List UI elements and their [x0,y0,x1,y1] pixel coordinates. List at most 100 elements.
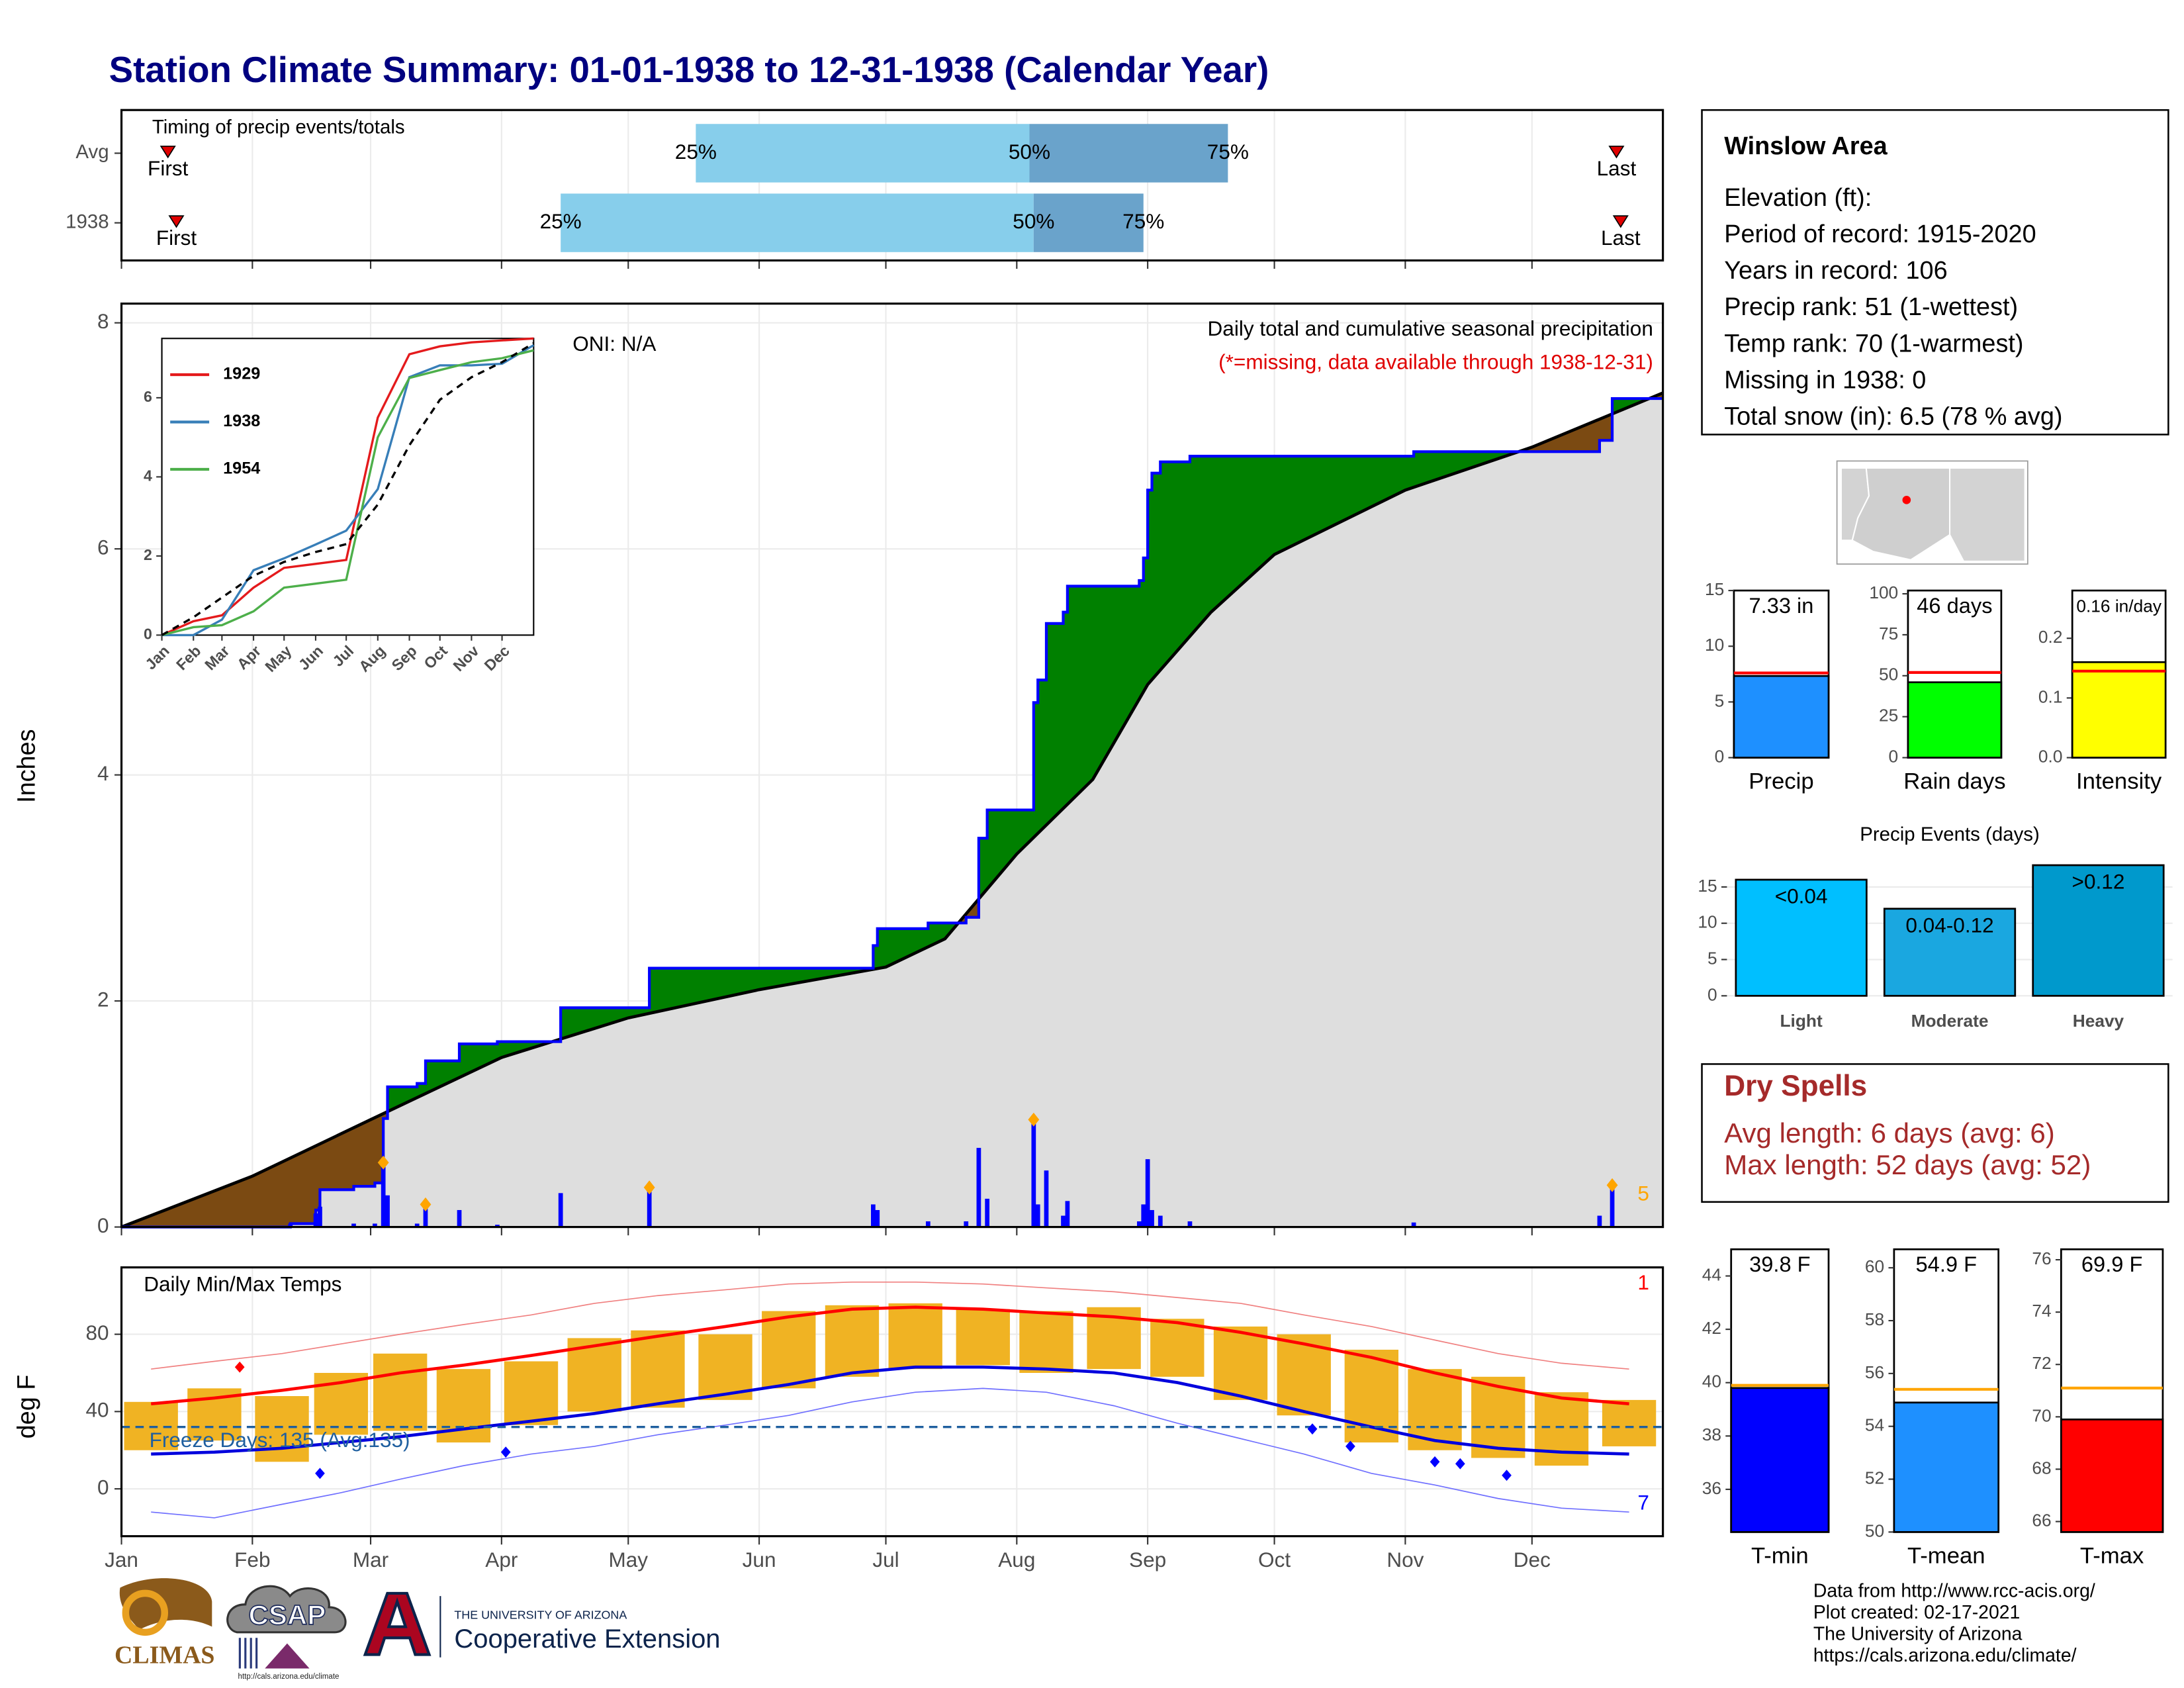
map-state [1948,467,2026,562]
csap-text: CSAP [248,1599,326,1630]
daily-precip-bar [1187,1221,1193,1227]
dry-spells-title: Dry Spells [1724,1070,1867,1102]
daily-precip-bar [1137,1221,1142,1227]
timing-pct-label: 75% [1207,140,1249,164]
info-line: Missing in 1938: 0 [1724,366,1926,394]
timing-marker-label: First [156,226,197,250]
chart-subtitle: Daily total and cumulative seasonal prec… [1208,316,1653,340]
y-tick-label: 54 [1865,1415,1884,1435]
y-tick-label: 40 [1702,1372,1721,1391]
range-label: 0.04-0.12 [1905,913,1993,937]
daily-precip-bar [385,1195,390,1227]
y-tick-label: 4 [144,467,152,485]
daily-precip-bar [1597,1215,1602,1227]
record-marker [234,1361,245,1373]
daily-precip-bar [1145,1159,1150,1227]
x-tick-label: Nov [1387,1548,1424,1571]
category-label: Intensity [2076,769,2162,794]
chart-note: (*=missing, data available through 1938-… [1218,350,1653,373]
y-tick-label: 52 [1865,1468,1884,1487]
daily-precip-bar [318,1206,322,1227]
timing-marker-label: Last [1601,226,1641,250]
x-tick-label: Jan [105,1548,138,1571]
x-tick-label: Moderate [1911,1011,1989,1031]
x-tick-label: Dec [1514,1548,1551,1571]
value-label: 54.9 F [1916,1252,1977,1276]
x-tick-label: Aug [998,1548,1035,1571]
daily-precip-bar [1150,1209,1154,1227]
y-tick-label: 50 [1879,665,1898,684]
dry-spells-box [1701,1063,2169,1203]
event-bar [1735,878,1868,997]
daily-precip-bar [313,1213,318,1227]
record-marker [1307,1423,1318,1435]
y-tick-label: 68 [2032,1458,2051,1477]
legend-label: 1929 [223,365,260,383]
inset-line [161,337,534,636]
x-tick-label: Oct [1258,1548,1291,1571]
timing-pct-label: 25% [540,209,582,233]
y-tick-label: 2 [144,546,152,563]
y-tick-label: 0.0 [2038,746,2063,766]
y-tick-label: 2 [97,987,109,1011]
y-tick-label: 44 [1702,1264,1721,1284]
dry-spells-line: Avg length: 6 days (avg: 6) [1724,1117,2055,1149]
csap-stripes [238,1638,258,1669]
y-tick-label: 66 [2032,1510,2051,1530]
value-label: 39.8 F [1749,1252,1810,1276]
legend-label: 1954 [223,459,260,478]
range-label: <0.04 [1775,884,1828,908]
daily-precip-bar [373,1223,377,1227]
arizona-logo [363,1591,432,1656]
observed-temp-bar [504,1361,559,1425]
y-tick-label: 40 [86,1398,109,1422]
category-label: Precip [1749,769,1813,794]
y-tick-label: 60 [1865,1256,1884,1276]
normal-max-line [150,1305,1629,1406]
x-tick-label: Heavy [2073,1011,2124,1031]
observed-temp-bar [1534,1392,1589,1466]
y-tick-label: 0.2 [2038,627,2063,647]
observed-temp-bar [567,1338,621,1412]
inset-area [161,338,535,636]
inset-line [161,344,535,637]
daily-precip-bar [414,1223,420,1227]
observed-temp-bar [762,1311,816,1389]
record-marker [1455,1458,1465,1470]
y-tick-label: 72 [2032,1353,2051,1373]
category-label: T-mean [1907,1543,1985,1568]
y-tick-label: 10 [1705,635,1724,655]
x-tick-label: May [608,1548,648,1571]
daily-precip-bar [1411,1222,1416,1227]
y-tick-label: 4 [97,761,109,785]
logos: CLIMAS CSAP http://cals.arizona.edu/clim… [114,1578,721,1681]
extension-text: Cooperative Extension [454,1624,720,1654]
info-box [1701,109,2169,436]
info-title: Winslow Area [1724,132,1888,160]
info-line: Precip rank: 51 (1-wettest) [1724,293,2018,321]
locator-map [1836,460,2028,565]
snow-count: 5 [1637,1182,1649,1205]
observed-temp-bar [1150,1319,1205,1377]
value-label: 7.33 in [1749,593,1813,618]
observed-temp-bar [631,1330,685,1408]
record-max-line [151,1281,1629,1370]
y-axis-label: deg F [13,1375,41,1439]
inset-average-line [161,342,535,636]
observed-temp-bar [373,1353,428,1431]
y-tick-label: 74 [2032,1301,2051,1321]
record-high-count: 1 [1637,1270,1649,1294]
value-label: 46 days [1917,593,1992,618]
daily-precip-bar [1061,1215,1066,1227]
timing-bar [1033,193,1144,252]
daily-precip-bar [457,1209,462,1227]
y-tick-label: 100 [1869,583,1898,602]
y-tick-label: 0.1 [2038,686,2063,706]
daily-precip-bar [1031,1119,1036,1227]
legend-label: 1938 [223,412,260,430]
daily-precip-bar [925,1221,931,1227]
panel-title: Daily Min/Max Temps [144,1272,341,1295]
daily-precip-bar [985,1198,990,1227]
